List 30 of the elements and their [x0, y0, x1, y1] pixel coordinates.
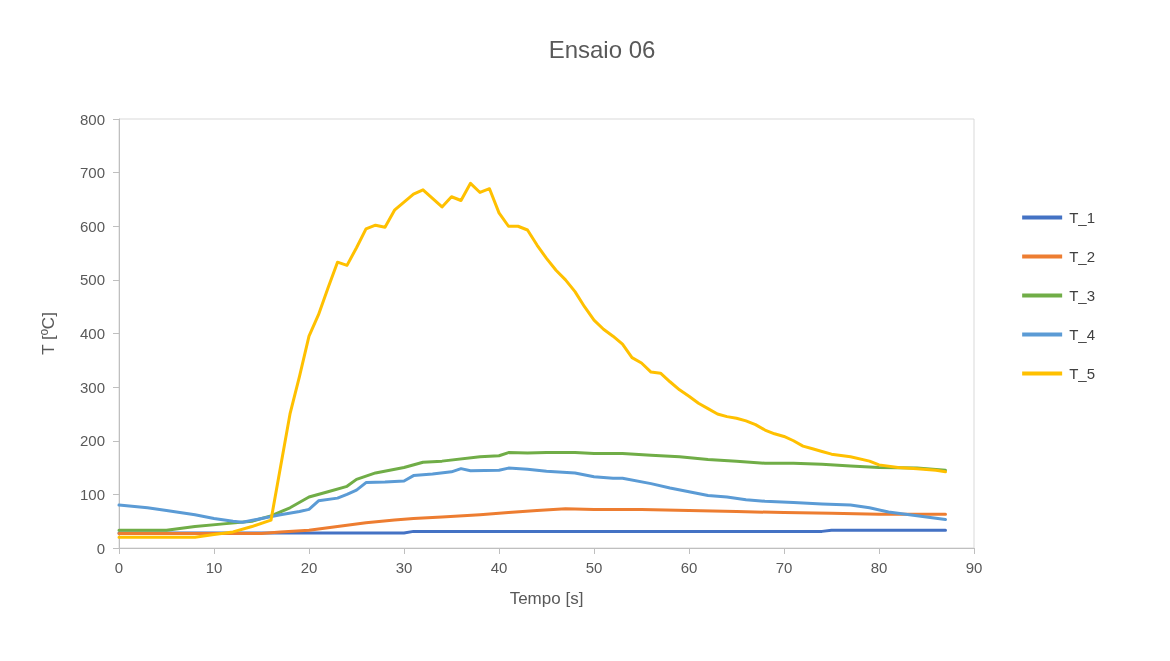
chart-title: Ensaio 06: [548, 35, 656, 63]
x-tick-label: 0: [114, 559, 124, 576]
y-tick-label: 800: [79, 110, 105, 128]
legend-label: T_3: [1069, 287, 1096, 304]
y-tick-label: 700: [79, 164, 105, 182]
x-tick-label: 30: [395, 559, 413, 576]
y-tick-label: 0: [96, 539, 105, 557]
line-series: [117, 466, 947, 524]
y-tick-label: 200: [79, 432, 105, 450]
x-tick-label: 90: [965, 559, 983, 576]
line-series: [117, 507, 947, 536]
y-tick-label: 500: [79, 271, 105, 289]
legend-label: T_1: [1069, 209, 1096, 226]
y-tick-label: 400: [79, 325, 105, 342]
x-tick-label: 80: [870, 559, 888, 576]
y-tick-label: 300: [79, 378, 105, 396]
x-tick-label: 50: [585, 559, 603, 576]
legend-label: T_5: [1069, 365, 1096, 382]
x-tick-label: 60: [680, 559, 698, 576]
line-series: [117, 181, 947, 539]
x-tick-label: 20: [300, 559, 318, 576]
legend-label: T_4: [1069, 326, 1096, 343]
x-tick-label: 70: [775, 559, 793, 576]
x-tick-label: 40: [490, 559, 508, 576]
x-axis-title: Tempo [s]: [509, 589, 584, 608]
x-tick-label: 10: [205, 559, 223, 576]
legend-label: T_2: [1069, 248, 1096, 265]
y-tick-label: 100: [79, 485, 105, 503]
y-tick-label: 600: [79, 217, 105, 235]
y-axis-title: T [ºC]: [39, 312, 58, 355]
